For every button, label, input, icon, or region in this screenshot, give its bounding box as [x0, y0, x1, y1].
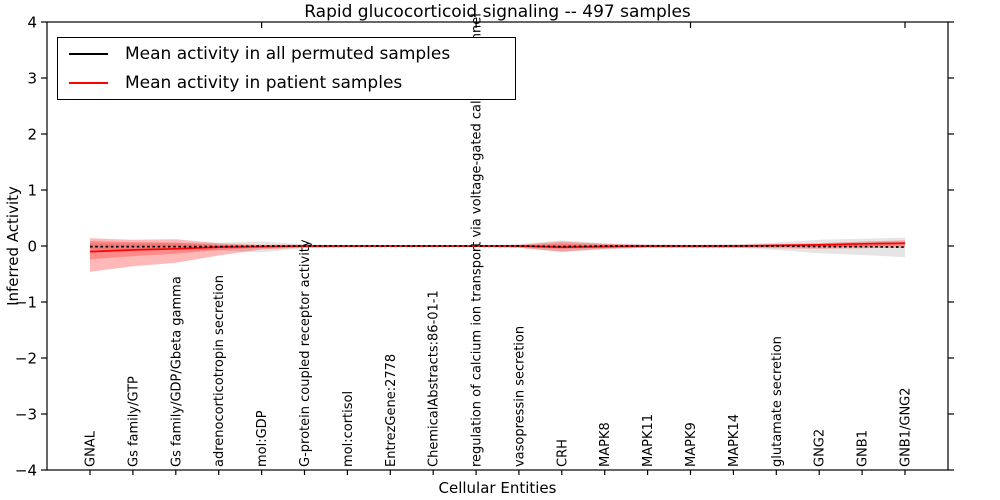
legend-entry-patient: Mean activity in patient samples — [69, 69, 515, 97]
x-tick-label: mol:GDP — [255, 410, 270, 467]
x-tick-label: regulation of calcium ion transport via … — [470, 13, 485, 467]
x-tick-label: MAPK8 — [598, 422, 613, 467]
chart-title: Rapid glucocorticoid signaling -- 497 sa… — [304, 2, 691, 22]
x-tick-label: EntrezGene:2778 — [384, 354, 399, 467]
x-tick-label: vasopressin secretion — [512, 326, 527, 467]
x-tick-label: mol:cortisol — [341, 391, 356, 467]
y-tick-label: 1 — [27, 182, 37, 200]
y-tick-label: 3 — [27, 70, 37, 88]
x-tick-label: MAPK11 — [641, 414, 656, 467]
y-tick-label: 4 — [27, 14, 37, 32]
x-tick-label: Gs family/GDP/Gbeta gamma — [169, 276, 184, 467]
x-tick-label: glutamate secretion — [770, 336, 785, 467]
x-tick-label: GNB1 — [856, 430, 871, 467]
legend-entry-permuted: Mean activity in all permuted samples — [69, 40, 515, 68]
y-tick-label: −4 — [15, 462, 37, 480]
y-tick-label: −1 — [15, 294, 37, 312]
x-tick-label: CRH — [555, 439, 570, 467]
legend-label-permuted: Mean activity in all permuted samples — [125, 43, 451, 64]
x-tick-label: MAPK14 — [727, 414, 742, 467]
x-tick-label: ChemicalAbstracts:86-01-1 — [427, 290, 442, 467]
legend-box: Mean activity in all permuted samples Me… — [57, 37, 516, 100]
y-tick-label: 0 — [27, 238, 37, 256]
x-tick-label: GNB1/GNG2 — [899, 387, 914, 467]
y-axis-title: Inferred Activity — [4, 186, 22, 306]
permuted-line-swatch — [69, 52, 108, 55]
patient-line-swatch — [69, 82, 108, 85]
y-tick-label: −3 — [15, 406, 37, 424]
x-tick-label: adrenocorticotropin secretion — [212, 275, 227, 467]
permuted-mean-line — [90, 245, 906, 248]
y-tick-label: 2 — [27, 126, 37, 144]
x-tick-label: GNG2 — [813, 429, 828, 467]
y-tick-label: −2 — [15, 350, 37, 368]
x-tick-label: MAPK9 — [684, 422, 699, 467]
x-axis-title: Cellular Entities — [438, 479, 557, 497]
x-tick-label: GNAL — [84, 430, 99, 467]
x-tick-label: Gs family/GTP — [126, 376, 141, 467]
legend-label-patient: Mean activity in patient samples — [125, 73, 403, 94]
x-tick-label: G-protein coupled receptor activity — [298, 239, 313, 467]
